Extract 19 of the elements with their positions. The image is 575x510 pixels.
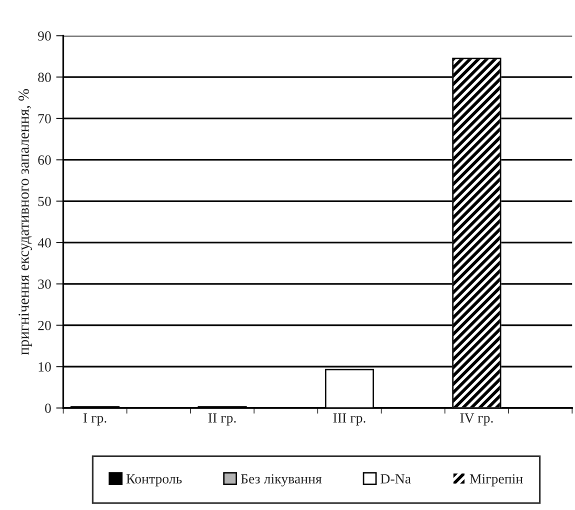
y-tick-label: 30: [38, 279, 51, 289]
y-tick-label: 10: [38, 362, 51, 372]
x-tick-label: III гр.: [333, 413, 366, 426]
x-tick-label: IV гр.: [460, 413, 493, 426]
y-axis-title: пригнічення ексудативного запалення, %: [18, 89, 32, 355]
y-tick-label: 20: [38, 320, 51, 330]
x-tick-label: I гр.: [83, 413, 106, 426]
y-tick-label: 80: [38, 72, 51, 82]
legend-label: Без лікування: [240, 474, 322, 486]
legend-label: Контроль: [126, 474, 182, 486]
legend-label: D-Na: [380, 474, 411, 484]
x-tick-label: II гр.: [208, 413, 236, 426]
y-tick-label: 40: [38, 238, 51, 248]
y-tick-label: 50: [38, 196, 51, 206]
text: Мігрепін: [470, 474, 523, 486]
y-tick-label: 90: [38, 31, 51, 41]
y-tick-label: 60: [38, 155, 51, 165]
y-tick-label: 70: [38, 114, 51, 124]
y-tick-label: 0: [45, 404, 51, 413]
